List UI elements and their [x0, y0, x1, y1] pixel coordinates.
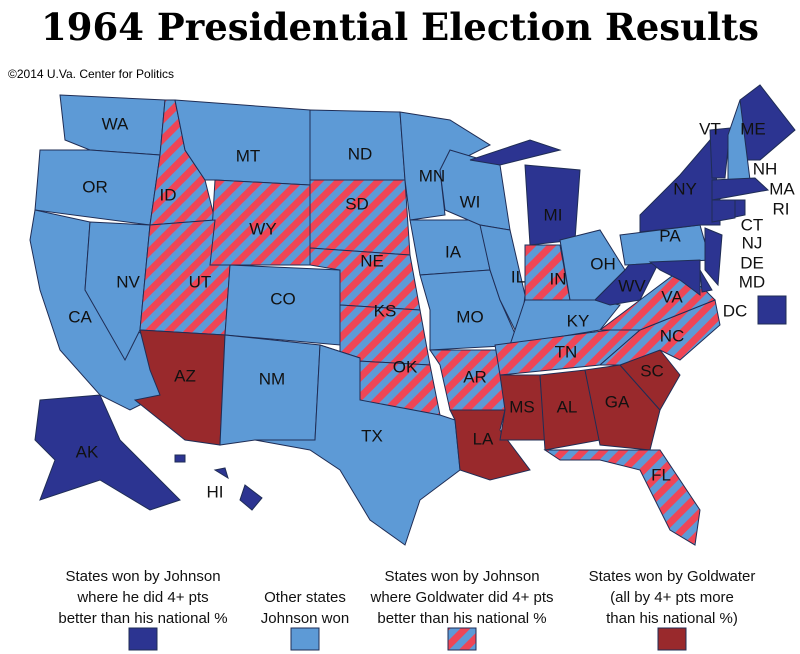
state-label: MN [419, 166, 445, 185]
state-label: CO [270, 289, 296, 308]
state-label: VT [699, 119, 721, 138]
state-label: ND [348, 144, 373, 163]
legend-text: States won by Johnson [384, 568, 539, 585]
state-label: OR [82, 177, 108, 196]
state-label: DE [740, 253, 764, 272]
legend-text: than his national %) [606, 610, 738, 627]
state-label: NE [360, 251, 384, 270]
state-label: MS [509, 397, 535, 416]
state-label: MA [769, 179, 795, 198]
legend-text: where Goldwater did 4+ pts [369, 589, 553, 606]
state-label: AZ [174, 366, 196, 385]
state-label: MT [236, 146, 261, 165]
legend-text: where he did 4+ pts [76, 589, 208, 606]
state-shape [254, 344, 461, 546]
legend-text: States won by Goldwater [589, 568, 756, 585]
state-label: ID [160, 185, 177, 204]
state-shape [584, 364, 661, 451]
legend-swatch [657, 627, 687, 651]
state-shape [174, 454, 186, 463]
credit: ©2014 U.Va. Center for Politics [8, 67, 174, 81]
state-label: TN [555, 342, 578, 361]
legend-swatch [447, 627, 477, 651]
state-label: NJ [742, 233, 763, 252]
state-label: VA [661, 287, 683, 306]
state-label: MD [739, 272, 765, 291]
legend-text: better than his national % [58, 610, 227, 627]
state-label: TX [361, 426, 383, 445]
state-label: PA [659, 226, 681, 245]
legend-text: better than his national % [377, 610, 546, 627]
state-shape [648, 259, 701, 296]
state-shape [757, 295, 787, 325]
state-label: NY [673, 179, 697, 198]
state-label: NC [660, 326, 685, 345]
state-label: WY [249, 219, 276, 238]
legend-swatch [290, 627, 320, 651]
state-shape [499, 374, 546, 441]
state-label: OK [393, 357, 418, 376]
state-shape [469, 139, 562, 166]
state-label: NM [259, 369, 285, 388]
state-label: NV [116, 272, 140, 291]
state-shape [34, 394, 181, 511]
title: 1964 Presidential Election Results [41, 5, 759, 49]
state-label: SD [345, 194, 369, 213]
state-label: MI [544, 205, 563, 224]
state-shape [219, 334, 321, 446]
state-label: AR [463, 367, 487, 386]
state-label: KS [374, 301, 397, 320]
legend-text: (all by 4+ pts more [610, 589, 734, 606]
state-shape [734, 199, 746, 218]
state-label: NH [753, 159, 778, 178]
legend-text: States won by Johnson [65, 568, 220, 585]
state-label: IN [550, 269, 567, 288]
state-label: CA [68, 307, 92, 326]
state-label: KY [567, 311, 590, 330]
state-label: IA [445, 242, 462, 261]
state-label: WI [460, 192, 481, 211]
state-label: LA [473, 429, 494, 448]
state-label: SC [640, 361, 664, 380]
state-label: MO [456, 307, 483, 326]
state-shape [239, 484, 263, 511]
state-label: UT [189, 272, 212, 291]
legend-swatch [128, 627, 158, 651]
state-shape [309, 179, 411, 256]
legend-text: Other states [264, 589, 346, 606]
state-shape [699, 269, 713, 293]
state-label: HI [207, 482, 224, 501]
state-label: AL [557, 397, 578, 416]
state-shape [704, 227, 723, 287]
state-shape [543, 449, 701, 546]
state-label: WA [102, 114, 129, 133]
state-label: AK [76, 442, 99, 461]
state-label: WV [618, 276, 646, 295]
state-label: OH [590, 254, 616, 273]
state-shape [84, 221, 151, 362]
state-shape [711, 199, 736, 223]
state-label: RI [773, 199, 790, 218]
state-label: DC [723, 301, 748, 320]
state-label: CT [741, 215, 764, 234]
state-label: ME [740, 119, 766, 138]
state-label: IL [511, 267, 525, 286]
state-shape [213, 467, 229, 480]
state-label: FL [651, 465, 671, 484]
state-label: GA [605, 392, 630, 411]
state-shape [709, 127, 731, 179]
legend-text: Johnson won [261, 610, 349, 627]
state-shape [711, 177, 770, 201]
